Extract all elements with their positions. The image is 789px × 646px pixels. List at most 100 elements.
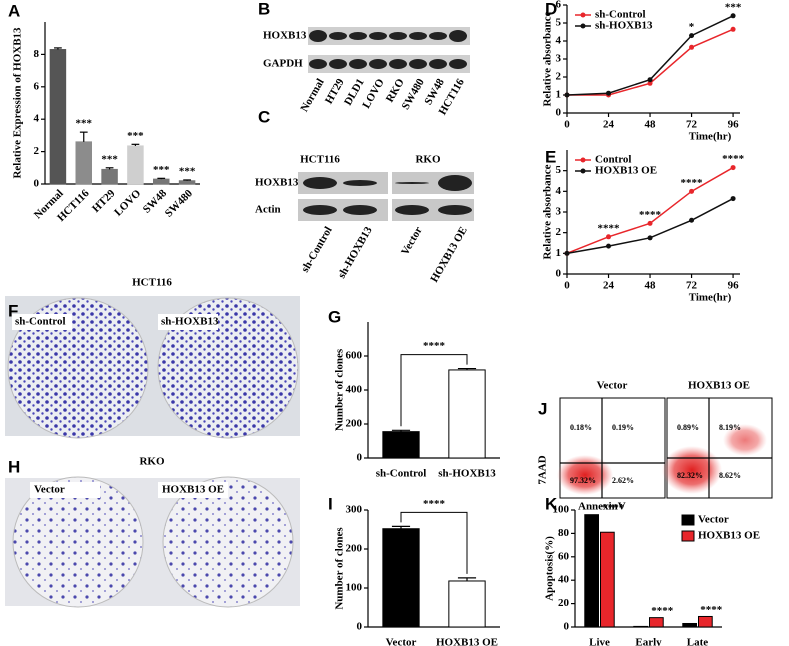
dish — [7, 297, 149, 439]
x-tick-label: Live — [589, 637, 610, 646]
x-tick-label: SW480 — [163, 187, 196, 220]
band — [389, 59, 407, 69]
x-tick-label: LOVO — [112, 187, 144, 219]
legend-marker — [580, 157, 586, 163]
quadrant-value: 82.32% — [677, 471, 703, 480]
x-tick-label: Early — [635, 637, 662, 646]
significance: **** — [598, 222, 621, 234]
y-axis-label: Number of clones — [334, 348, 346, 431]
bar — [600, 531, 615, 628]
bar — [682, 622, 698, 628]
y-tick-label: 1 — [556, 89, 562, 101]
point — [689, 44, 695, 50]
row-label: HOXB13 — [255, 177, 299, 189]
band — [438, 205, 472, 215]
x-tick-label: 72 — [686, 280, 698, 292]
dish — [12, 476, 144, 608]
quadrant-value: 8.62% — [719, 471, 741, 480]
point — [689, 217, 695, 223]
band — [309, 30, 327, 42]
y-tick-label: 2 — [556, 226, 562, 238]
x-tick-label: 0 — [564, 280, 570, 292]
x-tick-label: 24 — [603, 280, 615, 292]
bar — [649, 617, 664, 628]
y-tick-label: 100 — [553, 504, 570, 516]
point — [647, 235, 653, 241]
cell-cloud — [557, 455, 613, 495]
panel-letter: E — [545, 147, 556, 166]
well-tag — [158, 482, 228, 498]
bracket — [400, 511, 468, 574]
band — [343, 180, 377, 186]
legend-swatch — [681, 514, 695, 526]
bar — [448, 369, 486, 459]
lane-label: sh-Control — [299, 225, 335, 275]
bar — [633, 625, 649, 628]
band — [369, 32, 387, 40]
y-tick-label: 0 — [564, 621, 570, 633]
well-tag — [12, 314, 72, 330]
band — [349, 32, 367, 40]
blot-strip — [392, 199, 474, 221]
lane-label: Vector — [399, 225, 425, 258]
y-tick-label: 4 — [34, 113, 40, 125]
point — [606, 234, 612, 240]
x-tick-label: 48 — [645, 119, 657, 131]
significance: *** — [101, 153, 118, 165]
row-label: Actin — [255, 204, 281, 216]
y-tick-label: 60 — [558, 550, 570, 562]
legend-label: sh-HOXB13 — [595, 20, 653, 32]
x-axis-label: Time(hr) — [689, 292, 732, 304]
x-tick-label: sh-HOXB13 — [438, 468, 496, 480]
y-tick-label: 40 — [558, 574, 570, 586]
band — [409, 32, 427, 40]
point — [647, 220, 653, 226]
axis-label: 7AAD — [537, 455, 549, 484]
legend-marker — [580, 168, 586, 174]
x-tick-label: Late — [687, 637, 709, 646]
point — [689, 188, 695, 194]
axis-label: AnnexinV — [578, 501, 626, 513]
bar — [382, 431, 420, 459]
y-tick-label: 0 — [556, 107, 562, 119]
band — [303, 205, 337, 215]
lane-label: sh-HOXB13 — [336, 224, 375, 280]
x-tick-label: 0 — [564, 119, 570, 131]
y-tick-label: 0 — [34, 178, 40, 190]
y-tick-label: 300 — [346, 504, 363, 516]
x-axis-label: Time(hr) — [689, 131, 732, 143]
well-label: HOXB13 OE — [162, 484, 224, 496]
panel-letter: K — [545, 494, 558, 513]
y-axis-label: Relative absorbance — [542, 164, 554, 259]
bar — [75, 141, 92, 185]
point — [730, 13, 736, 19]
y-axis-label: Apoptosis(%) — [544, 536, 556, 601]
significance: *** — [153, 164, 170, 176]
x-tick-label: 48 — [645, 280, 657, 292]
band — [389, 32, 407, 40]
quadrant-value: 0.89% — [677, 423, 699, 432]
x-tick-label: HOXB13 OE — [436, 637, 498, 646]
well-label: Vector — [34, 484, 65, 496]
y-tick-label: 0 — [556, 268, 562, 280]
well-tag — [30, 482, 100, 498]
y-tick-label: 0 — [357, 452, 363, 464]
bar — [178, 180, 196, 185]
y-tick-label: 1 — [556, 247, 562, 259]
y-tick-label: 20 — [558, 597, 570, 609]
cell-cloud — [723, 424, 767, 456]
x-tick-label: 96 — [728, 119, 740, 131]
point — [689, 33, 695, 39]
plot-title: HOXB13 OE — [688, 380, 750, 392]
quadrant-value: 97.32% — [570, 476, 596, 485]
significance: * — [689, 21, 695, 33]
legend-label: sh-Control — [595, 9, 646, 21]
panel-letter: D — [545, 0, 557, 18]
panel-letter: J — [538, 399, 547, 418]
legend-marker — [580, 23, 586, 29]
panel-letter: C — [258, 107, 270, 126]
lane-label: Normal — [298, 77, 326, 114]
legend-marker — [580, 12, 586, 18]
y-tick-label: 80 — [558, 527, 570, 539]
bar — [49, 49, 67, 185]
